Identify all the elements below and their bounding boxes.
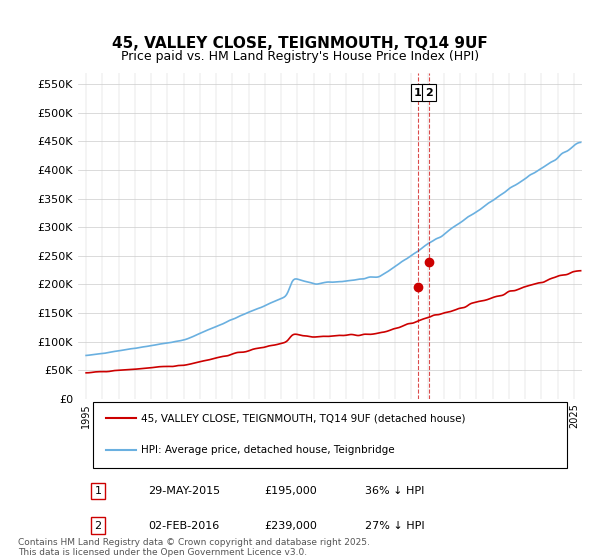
Text: 02-FEB-2016: 02-FEB-2016 — [149, 521, 220, 531]
Text: 29-MAY-2015: 29-MAY-2015 — [149, 486, 221, 496]
Text: 36% ↓ HPI: 36% ↓ HPI — [365, 486, 425, 496]
Text: 2: 2 — [425, 88, 433, 98]
Text: Price paid vs. HM Land Registry's House Price Index (HPI): Price paid vs. HM Land Registry's House … — [121, 50, 479, 63]
Text: Contains HM Land Registry data © Crown copyright and database right 2025.
This d: Contains HM Land Registry data © Crown c… — [18, 538, 370, 557]
Text: 27% ↓ HPI: 27% ↓ HPI — [365, 521, 425, 531]
Text: HPI: Average price, detached house, Teignbridge: HPI: Average price, detached house, Teig… — [141, 445, 395, 455]
Text: 1: 1 — [414, 88, 422, 98]
Text: 45, VALLEY CLOSE, TEIGNMOUTH, TQ14 9UF (detached house): 45, VALLEY CLOSE, TEIGNMOUTH, TQ14 9UF (… — [141, 413, 466, 423]
Text: £195,000: £195,000 — [265, 486, 317, 496]
Text: 2: 2 — [95, 521, 102, 531]
FancyBboxPatch shape — [93, 402, 567, 468]
Text: £239,000: £239,000 — [265, 521, 317, 531]
Text: 1: 1 — [95, 486, 101, 496]
Text: 45, VALLEY CLOSE, TEIGNMOUTH, TQ14 9UF: 45, VALLEY CLOSE, TEIGNMOUTH, TQ14 9UF — [112, 36, 488, 52]
